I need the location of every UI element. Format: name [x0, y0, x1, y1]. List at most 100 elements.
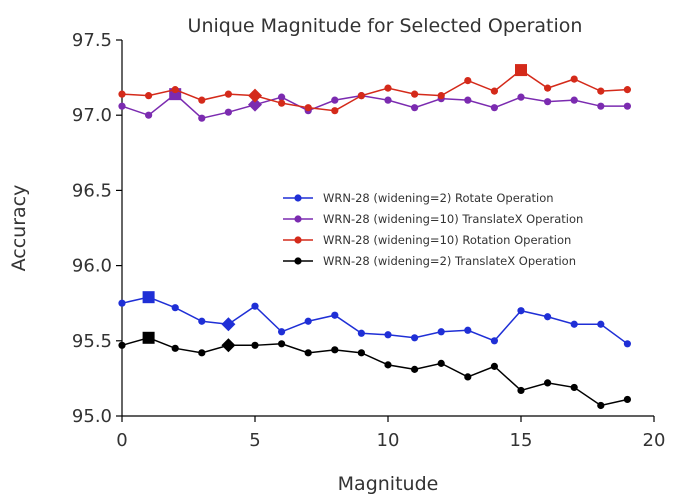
- data-point: [198, 349, 206, 357]
- legend-label: WRN-28 (widening=10) TranslateX Operatio…: [323, 212, 583, 226]
- data-point: [517, 93, 525, 101]
- series-line: [121, 69, 628, 112]
- data-point: [464, 326, 472, 334]
- data-point: [118, 102, 126, 110]
- legend-label: WRN-28 (widening=2) TranslateX Operation: [323, 254, 576, 268]
- data-point-selected: [221, 338, 236, 353]
- y-tick-label: 96.0: [72, 256, 112, 277]
- data-point: [145, 111, 153, 119]
- data-point: [490, 104, 498, 112]
- data-point: [517, 307, 525, 315]
- y-tick-label: 95.0: [72, 406, 112, 427]
- data-point: [570, 75, 578, 83]
- chart-title: Unique Magnitude for Selected Operation: [188, 15, 583, 37]
- data-point-best: [142, 331, 155, 344]
- data-point: [278, 93, 286, 101]
- data-point: [304, 104, 312, 112]
- x-tick-label: 0: [116, 430, 127, 451]
- data-point: [278, 99, 286, 107]
- y-tick-label: 96.5: [72, 180, 112, 201]
- data-point: [437, 359, 445, 367]
- data-point: [437, 92, 445, 100]
- data-point: [171, 344, 179, 352]
- data-point: [570, 96, 578, 104]
- legend-label: WRN-28 (widening=2) Rotate Operation: [323, 191, 554, 205]
- data-point: [490, 337, 498, 345]
- data-point: [570, 383, 578, 392]
- data-point: [278, 328, 286, 336]
- x-tick-label: 15: [510, 430, 533, 451]
- data-point: [331, 346, 339, 354]
- data-point: [411, 334, 419, 342]
- data-point: [304, 317, 312, 325]
- data-point: [437, 328, 445, 336]
- data-point: [464, 77, 472, 85]
- data-point: [623, 395, 632, 404]
- data-point: [384, 96, 392, 104]
- data-point-best: [142, 291, 155, 304]
- data-point: [490, 362, 498, 370]
- data-point: [171, 304, 179, 312]
- data-point: [490, 87, 498, 95]
- data-point: [118, 299, 126, 307]
- legend-item: WRN-28 (widening=2) Rotate Operation: [283, 191, 554, 205]
- data-point-selected: [248, 97, 262, 112]
- series-line: [121, 337, 628, 407]
- data-point: [384, 84, 392, 92]
- legend-label: WRN-28 (widening=10) Rotation Operation: [323, 233, 571, 247]
- data-point: [597, 102, 605, 110]
- data-point: [384, 331, 392, 339]
- y-axis-label: Accuracy: [8, 185, 30, 272]
- data-point: [357, 329, 365, 337]
- ticks: 0 5 10 15 20 95.0 95.5 96.0 96.5 97.0 97.5: [72, 30, 666, 451]
- x-tick-label: 5: [249, 430, 260, 451]
- data-point: [224, 108, 232, 116]
- data-point: [411, 365, 419, 373]
- data-point: [544, 379, 552, 387]
- y-tick-label: 97.5: [72, 30, 112, 51]
- data-point: [464, 373, 472, 381]
- data-point: [331, 107, 339, 115]
- data-point: [304, 349, 312, 357]
- series-0: [118, 291, 632, 348]
- legend-item: WRN-28 (widening=10) Rotation Operation: [283, 233, 571, 247]
- data-point-selected: [248, 88, 262, 103]
- data-point: [623, 102, 632, 110]
- series-3: [118, 331, 632, 410]
- data-point: [597, 401, 605, 410]
- axes: [121, 40, 654, 417]
- data-point: [544, 98, 552, 106]
- series-line: [121, 296, 628, 345]
- data-point: [544, 84, 552, 92]
- data-point: [224, 90, 232, 98]
- data-point: [517, 386, 525, 395]
- series-2: [118, 64, 632, 115]
- data-point: [544, 313, 552, 321]
- legend-marker: [294, 215, 302, 223]
- x-axis-label: Magnitude: [338, 473, 439, 495]
- data-point-selected: [221, 317, 236, 332]
- legend-item: WRN-28 (widening=2) TranslateX Operation: [283, 254, 576, 268]
- data-point: [118, 90, 126, 98]
- series-layer: [118, 64, 632, 410]
- y-tick-label: 95.5: [72, 331, 112, 352]
- series-line: [121, 93, 628, 120]
- legend: WRN-28 (widening=2) Rotate Operation WRN-…: [283, 191, 583, 268]
- data-point: [118, 341, 126, 349]
- data-point: [357, 349, 365, 357]
- data-point: [331, 96, 339, 104]
- data-point: [597, 87, 605, 95]
- data-point: [278, 340, 286, 348]
- data-point: [331, 311, 339, 319]
- data-point-best: [515, 64, 527, 77]
- data-point: [198, 317, 206, 325]
- data-point: [623, 86, 632, 94]
- legend-marker: [294, 257, 302, 265]
- data-point: [357, 92, 365, 100]
- data-point: [145, 92, 153, 100]
- data-point: [623, 340, 632, 348]
- data-point: [411, 104, 419, 112]
- x-tick-label: 10: [377, 430, 400, 451]
- legend-marker: [294, 236, 302, 244]
- y-tick-label: 97.0: [72, 105, 112, 126]
